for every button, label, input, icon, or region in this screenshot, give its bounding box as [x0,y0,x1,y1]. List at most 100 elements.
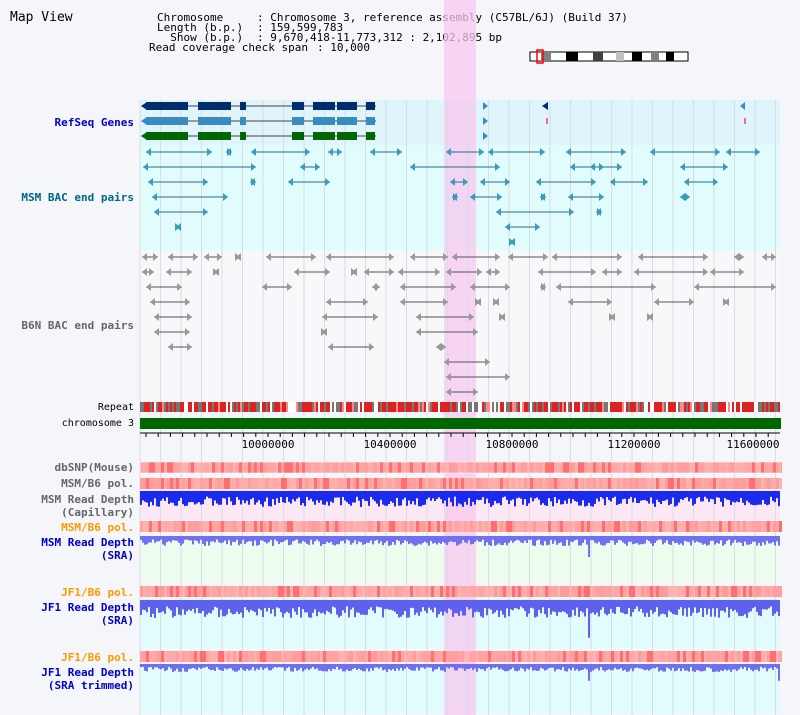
bac-end[interactable] [444,358,449,366]
bac-end[interactable] [328,148,333,156]
bac-end[interactable] [470,193,475,201]
bac-end[interactable] [496,208,501,216]
gene-mark[interactable] [546,118,548,124]
bac-end[interactable] [322,313,327,321]
bac-end[interactable] [621,148,626,156]
bac-end[interactable] [149,268,154,276]
bac-end[interactable] [762,253,767,261]
bac-end[interactable] [609,313,614,321]
bac-end[interactable] [680,163,685,171]
bac-end[interactable] [602,268,607,276]
read-depth-bars[interactable] [140,491,780,681]
bac-end[interactable] [634,268,639,276]
bac-end[interactable] [569,208,574,216]
bac-end[interactable] [217,253,222,261]
gene-exon[interactable] [292,102,304,110]
track-label-msm-depth-capillary[interactable]: MSM Read Depth [41,493,134,506]
bac-end[interactable] [266,253,271,261]
bac-end[interactable] [146,283,151,291]
bac-end[interactable] [488,148,493,156]
bac-end[interactable] [397,148,402,156]
bac-end[interactable] [446,388,451,396]
bac-end[interactable] [436,343,441,351]
bac-end[interactable] [713,178,718,186]
track-label-msm-b6-pol-2[interactable]: MSM/B6 pol. [61,521,134,534]
bac-end[interactable] [480,178,485,186]
bac-end[interactable] [435,268,440,276]
bac-end[interactable] [771,253,776,261]
bac-end[interactable] [150,298,155,306]
bac-end[interactable] [638,253,643,261]
bac-end[interactable] [647,313,652,321]
track-label-b6n-bac[interactable]: B6N BAC end pairs [21,319,134,332]
bac-end[interactable] [568,298,573,306]
bac-end[interactable] [726,148,731,156]
gene-arrow[interactable] [483,117,488,125]
bac-end[interactable] [416,328,421,336]
bac-end[interactable] [505,283,510,291]
bac-end[interactable] [723,298,728,306]
bac-end[interactable] [495,268,500,276]
bac-end[interactable] [568,193,573,201]
gene-exon[interactable] [146,132,188,140]
bac-end[interactable] [369,343,374,351]
repeat-track[interactable] [140,402,780,412]
bac-end[interactable] [153,253,158,261]
chromosome-ideogram[interactable] [529,49,689,64]
bac-end[interactable] [441,343,446,351]
bac-end[interactable] [154,208,159,216]
gene-exon[interactable] [146,102,188,110]
bac-end[interactable] [599,163,604,171]
gene-arrow[interactable] [740,102,745,110]
bac-end[interactable] [187,313,192,321]
bac-end[interactable] [294,268,299,276]
bac-end[interactable] [168,253,173,261]
bac-end[interactable] [325,268,330,276]
gene-exon[interactable] [240,132,246,140]
bac-end[interactable] [495,253,500,261]
bac-end[interactable] [755,148,760,156]
bac-end[interactable] [470,283,475,291]
bac-end[interactable] [509,238,514,246]
gene-arrow[interactable] [141,102,147,110]
bac-end[interactable] [300,163,305,171]
track-label-jf1-b6-pol-2[interactable]: JF1/B6 pol. [61,651,134,664]
gene-exon[interactable] [337,132,357,140]
gene-arrow[interactable] [483,102,488,110]
bac-end[interactable] [739,268,744,276]
bac-end[interactable] [326,253,331,261]
bac-end[interactable] [493,298,498,306]
bac-end[interactable] [251,163,256,171]
msm-bac-pairs[interactable] [143,148,760,246]
bac-end[interactable] [204,253,209,261]
bac-end[interactable] [389,253,394,261]
bac-end[interactable] [227,148,232,156]
bac-end[interactable] [684,178,689,186]
bac-end[interactable] [177,283,182,291]
gene-exon[interactable] [313,117,335,125]
bac-end[interactable] [410,253,415,261]
bac-end[interactable] [591,178,596,186]
bac-end[interactable] [536,178,541,186]
gene-exon[interactable] [366,102,375,110]
bac-end[interactable] [142,268,147,276]
track-label-msm-bac[interactable]: MSM BAC end pairs [21,191,134,204]
bac-end[interactable] [552,253,557,261]
bac-end[interactable] [175,223,180,231]
bac-end[interactable] [643,178,648,186]
bac-end[interactable] [499,313,504,321]
bac-end[interactable] [617,163,622,171]
bac-end[interactable] [654,298,659,306]
bac-end[interactable] [694,283,699,291]
bac-end[interactable] [262,283,267,291]
bac-end[interactable] [599,193,604,201]
chromosome-bar[interactable] [140,418,781,429]
bac-end[interactable] [193,253,198,261]
bac-end[interactable] [142,253,147,261]
bac-end[interactable] [400,283,405,291]
gene-exon[interactable] [198,132,231,140]
track-label-refseq[interactable]: RefSeq Genes [54,116,134,129]
bac-end[interactable] [315,163,320,171]
bac-end[interactable] [556,283,561,291]
